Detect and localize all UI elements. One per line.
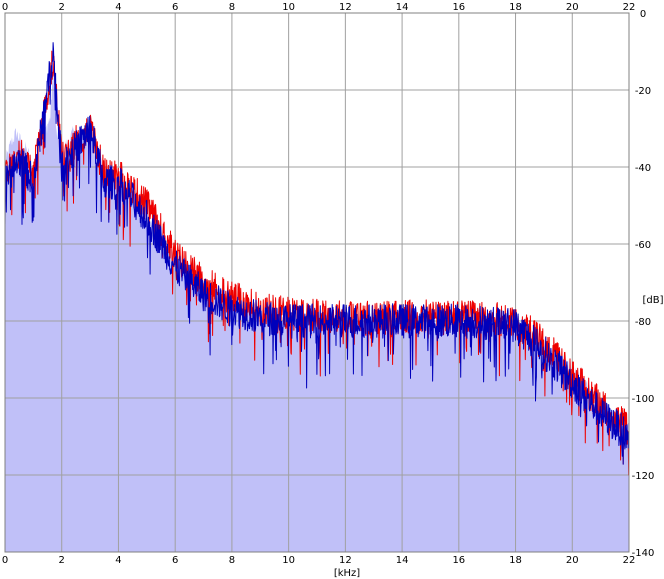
x-tick-label-top: 14 — [396, 2, 409, 13]
x-tick-label-bottom: 8 — [229, 555, 235, 566]
x-tick-label-bottom: 22 — [623, 555, 636, 566]
plot-frame — [4, 12, 630, 553]
y-unit-label: [dB] — [642, 295, 663, 306]
x-tick-label-top: 12 — [339, 2, 352, 13]
x-tick-label-top: 10 — [282, 2, 295, 13]
y-tick-label: -60 — [635, 240, 651, 251]
y-tick-label: 0 — [640, 9, 646, 20]
x-tick-label-top: 0 — [2, 2, 8, 13]
x-tick-label-top: 22 — [623, 2, 636, 13]
x-tick-label-bottom: 16 — [452, 555, 465, 566]
x-tick-label-bottom: 14 — [396, 555, 409, 566]
x-tick-label-top: 4 — [115, 2, 121, 13]
y-tick-label: -80 — [635, 317, 651, 328]
x-tick-label-top: 20 — [566, 2, 579, 13]
x-tick-label-bottom: 18 — [509, 555, 522, 566]
x-tick-label-top: 6 — [172, 2, 178, 13]
spectrum-fill — [5, 61, 629, 553]
y-tick-label: -40 — [635, 163, 651, 174]
x-tick-label-bottom: 6 — [172, 555, 178, 566]
y-tick-label: -20 — [635, 86, 651, 97]
frame-border — [4, 12, 630, 553]
x-tick-label-bottom: 10 — [282, 555, 295, 566]
x-tick-labels-bottom: 0 2 4 6 8 10 12 14 16 18 20 22 — [2, 555, 636, 566]
x-tick-label-top: 2 — [59, 2, 65, 13]
x-unit-label: [kHz] — [334, 568, 360, 579]
x-tick-label-bottom: 4 — [115, 555, 121, 566]
spectrum-area — [5, 61, 629, 553]
x-tick-label-bottom: 2 — [59, 555, 65, 566]
y-tick-label: -140 — [632, 548, 655, 559]
x-tick-label-top: 8 — [229, 2, 235, 13]
channel-2-line — [4, 42, 630, 465]
y-tick-labels: 0 -20 -40 -60 -80 -100 -120 -140 — [632, 9, 655, 559]
x-tick-labels-top: 0 2 4 6 8 10 12 14 16 18 20 22 — [2, 2, 636, 13]
y-tick-label: -100 — [632, 394, 655, 405]
x-tick-label-bottom: 0 — [2, 555, 8, 566]
x-tick-label-top: 18 — [509, 2, 522, 13]
y-tick-label: -120 — [632, 471, 655, 482]
channel-traces — [4, 42, 630, 476]
x-tick-label-bottom: 12 — [339, 555, 352, 566]
x-tick-label-top: 16 — [452, 2, 465, 13]
x-tick-label-bottom: 20 — [566, 555, 579, 566]
